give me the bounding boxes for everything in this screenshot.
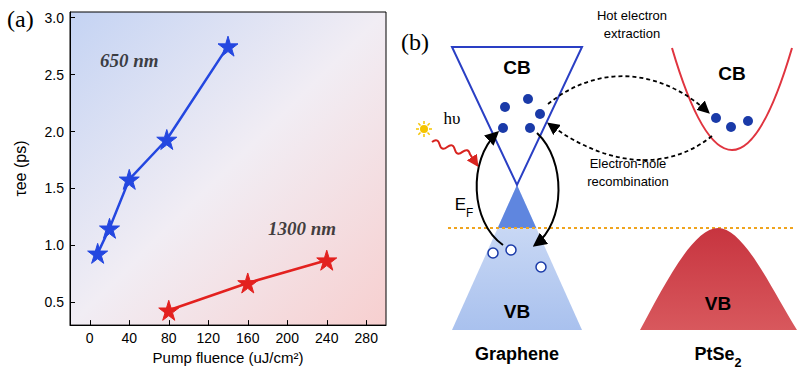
svg-text:2.5: 2.5	[45, 67, 65, 83]
svg-text:40: 40	[121, 330, 137, 346]
svg-text:1.0: 1.0	[45, 237, 65, 253]
svg-text:200: 200	[276, 330, 300, 346]
svg-text:VB: VB	[705, 293, 731, 314]
svg-text:PtSe2: PtSe2	[694, 344, 741, 370]
svg-text:280: 280	[355, 330, 379, 346]
svg-text:3.0: 3.0	[45, 10, 65, 26]
svg-text:hυ: hυ	[444, 109, 461, 128]
svg-text:τee (ps): τee (ps)	[12, 140, 29, 196]
svg-text:650 nm: 650 nm	[100, 50, 159, 71]
svg-text:CB: CB	[503, 57, 530, 78]
svg-text:2.0: 2.0	[45, 124, 65, 140]
svg-text:240: 240	[315, 330, 339, 346]
svg-text:0.5: 0.5	[45, 294, 65, 310]
svg-text:VB: VB	[504, 301, 530, 322]
svg-text:160: 160	[236, 330, 260, 346]
svg-text:(a): (a)	[7, 6, 34, 32]
svg-text:Graphene: Graphene	[475, 344, 559, 364]
svg-text:1300 nm: 1300 nm	[268, 218, 336, 239]
svg-text:(b): (b)	[401, 29, 429, 55]
svg-text:CB: CB	[718, 63, 745, 84]
svg-text:80: 80	[161, 330, 177, 346]
svg-text:Hot electron: Hot electron	[597, 8, 667, 23]
svg-text:recombination: recombination	[587, 174, 669, 189]
svg-text:extraction: extraction	[604, 26, 660, 41]
svg-text:EF: EF	[455, 195, 474, 220]
svg-text:1.5: 1.5	[45, 180, 65, 196]
svg-text:0: 0	[86, 330, 94, 346]
svg-text:Electron-hole: Electron-hole	[590, 156, 667, 171]
svg-text:Pump fluence (uJ/cm²): Pump fluence (uJ/cm²)	[153, 349, 304, 366]
svg-text:120: 120	[197, 330, 221, 346]
